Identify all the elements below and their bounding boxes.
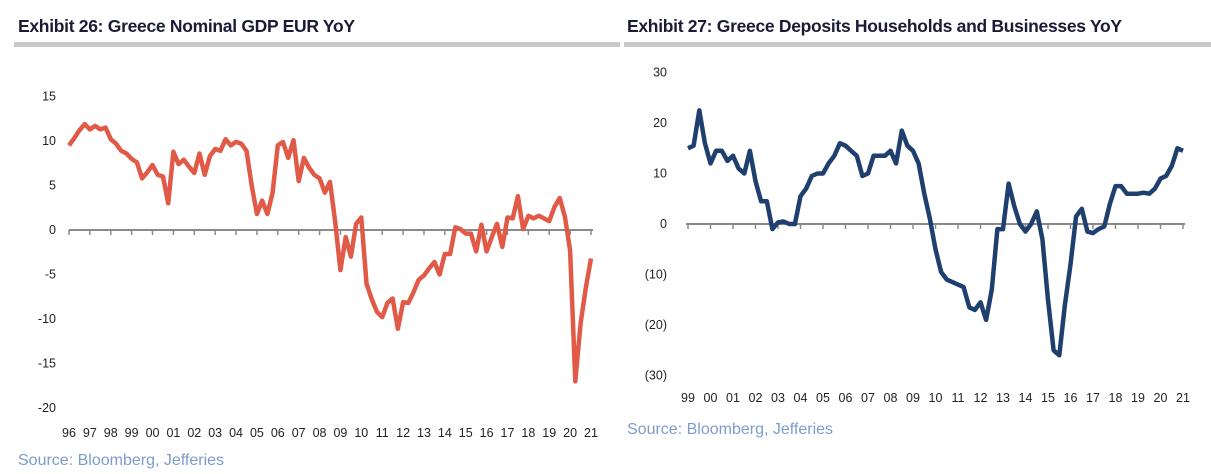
x-tick-label-right: 01: [726, 391, 740, 405]
source-right: Source: Bloomberg, Jefferies: [627, 421, 834, 438]
x-tick-label-left: 05: [250, 426, 264, 440]
y-tick-label-right: 0: [660, 217, 667, 231]
x-tick-label-left: 02: [187, 426, 201, 440]
x-tick-label-left: 20: [563, 426, 577, 440]
x-tick-label-left: 07: [292, 426, 306, 440]
x-tick-label-left: 00: [146, 426, 160, 440]
exhibit-26-title: Exhibit 26: Greece Nominal GDP EUR YoY: [18, 16, 355, 36]
title-underline-right: [624, 42, 1211, 47]
y-tick-label-left: -10: [38, 312, 56, 326]
x-tick-label-right: 16: [1064, 391, 1078, 405]
x-tick-label-right: 14: [1019, 391, 1033, 405]
x-tick-label-left: 18: [521, 426, 535, 440]
y-tick-label-right: (30): [645, 369, 667, 383]
x-tick-label-right: 09: [906, 391, 920, 405]
x-tick-label-left: 99: [125, 426, 139, 440]
x-tick-label-left: 10: [354, 426, 368, 440]
x-tick-label-left: 19: [542, 426, 556, 440]
x-tick-label-right: 03: [771, 391, 785, 405]
y-tick-label-right: (20): [645, 318, 667, 332]
y-tick-label-right: 30: [653, 66, 667, 80]
x-tick-label-right: 12: [974, 391, 988, 405]
y-tick-label-left: 0: [49, 223, 56, 237]
x-tick-label-left: 04: [229, 426, 243, 440]
y-tick-label-left: -5: [45, 268, 56, 282]
x-tick-label-right: 18: [1109, 391, 1123, 405]
y-tick-label-right: 10: [653, 167, 667, 181]
x-tick-label-right: 06: [839, 391, 853, 405]
x-tick-label-right: 99: [681, 391, 695, 405]
x-tick-label-left: 08: [313, 426, 327, 440]
x-tick-label-left: 01: [166, 426, 180, 440]
y-tick-label-left: 10: [42, 134, 56, 148]
exhibit-27-title: Exhibit 27: Greece Deposits Households a…: [627, 16, 1122, 36]
x-tick-label-left: 09: [333, 426, 347, 440]
x-tick-label-left: 98: [104, 426, 118, 440]
x-tick-label-left: 16: [480, 426, 494, 440]
x-tick-label-left: 14: [438, 426, 452, 440]
gdp-yoy-line: [67, 121, 594, 384]
x-tick-label-left: 06: [271, 426, 285, 440]
y-tick-label-right: 20: [653, 116, 667, 130]
x-tick-label-right: 05: [816, 391, 830, 405]
source-left: Source: Bloomberg, Jefferies: [18, 452, 225, 469]
x-tick-label-right: 13: [996, 391, 1010, 405]
title-underline-left: [14, 42, 620, 47]
x-tick-label-left: 03: [208, 426, 222, 440]
y-tick-label-left: 5: [49, 179, 56, 193]
x-tick-label-right: 10: [929, 391, 943, 405]
x-tick-label-left: 11: [376, 426, 389, 440]
x-tick-label-right: 00: [704, 391, 718, 405]
y-tick-label-right: (10): [645, 268, 667, 282]
x-tick-label-right: 04: [794, 391, 808, 405]
y-tick-label-left: -20: [38, 401, 56, 415]
x-tick-label-right: 20: [1154, 391, 1168, 405]
x-tick-label-right: 19: [1131, 391, 1145, 405]
x-tick-label-right: 08: [884, 391, 898, 405]
x-tick-label-right: 21: [1176, 391, 1190, 405]
x-tick-label-right: 17: [1086, 391, 1100, 405]
x-tick-label-left: 21: [584, 426, 598, 440]
x-tick-label-right: 07: [861, 391, 875, 405]
x-tick-label-right: 11: [952, 391, 965, 405]
x-tick-label-right: 02: [749, 391, 763, 405]
x-tick-label-left: 97: [83, 426, 97, 440]
x-tick-label-left: 96: [62, 426, 76, 440]
x-tick-label-left: 15: [459, 426, 473, 440]
y-tick-label-left: 15: [42, 90, 56, 104]
x-tick-label-right: 15: [1041, 391, 1055, 405]
x-tick-label-left: 13: [417, 426, 431, 440]
x-tick-label-left: 12: [396, 426, 410, 440]
x-tick-label-left: 17: [501, 426, 515, 440]
y-tick-label-left: -15: [38, 357, 56, 371]
deposits-yoy-line: [687, 108, 1184, 358]
